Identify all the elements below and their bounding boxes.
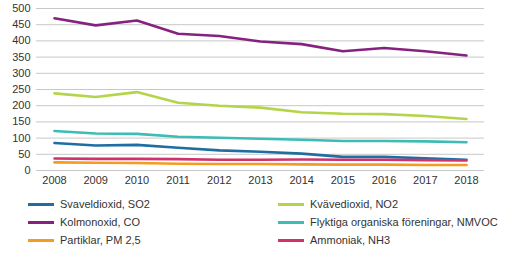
svg-text:0: 0 xyxy=(24,164,30,176)
svg-text:2018: 2018 xyxy=(454,174,478,186)
html-text:Partiklar, PM 2,5: Partiklar, PM 2,5 xyxy=(60,234,141,246)
svg-text:150: 150 xyxy=(12,115,30,127)
html-text:Ammoniak, NH3: Ammoniak, NH3 xyxy=(310,234,391,246)
svg-text:2015: 2015 xyxy=(331,174,355,186)
html-text:Kvävedioxid, NO2: Kvävedioxid, NO2 xyxy=(310,198,398,210)
svg-text:2013: 2013 xyxy=(248,174,272,186)
svg-text:200: 200 xyxy=(12,99,30,111)
html-text:Kolmonoxid, CO: Kolmonoxid, CO xyxy=(60,216,141,228)
html-text:Flyktiga organiska föreningar,: Flyktiga organiska föreningar, NMVOC xyxy=(310,216,498,228)
svg-text:350: 350 xyxy=(12,51,30,63)
svg-text:2010: 2010 xyxy=(125,174,149,186)
svg-text:50: 50 xyxy=(18,148,30,160)
svg-text:2008: 2008 xyxy=(42,174,66,186)
svg-text:2012: 2012 xyxy=(207,174,231,186)
svg-text:450: 450 xyxy=(12,18,30,30)
svg-text:2014: 2014 xyxy=(289,174,313,186)
svg-text:400: 400 xyxy=(12,34,30,46)
svg-text:250: 250 xyxy=(12,83,30,95)
html-text:Svaveldioxid, SO2: Svaveldioxid, SO2 xyxy=(60,198,150,210)
svg-text:2016: 2016 xyxy=(372,174,396,186)
svg-text:2009: 2009 xyxy=(83,174,107,186)
svg-text:300: 300 xyxy=(12,67,30,79)
svg-text:100: 100 xyxy=(12,132,30,144)
svg-text:2017: 2017 xyxy=(413,174,437,186)
svg-text:2011: 2011 xyxy=(166,174,190,186)
svg-text:500: 500 xyxy=(12,2,30,14)
